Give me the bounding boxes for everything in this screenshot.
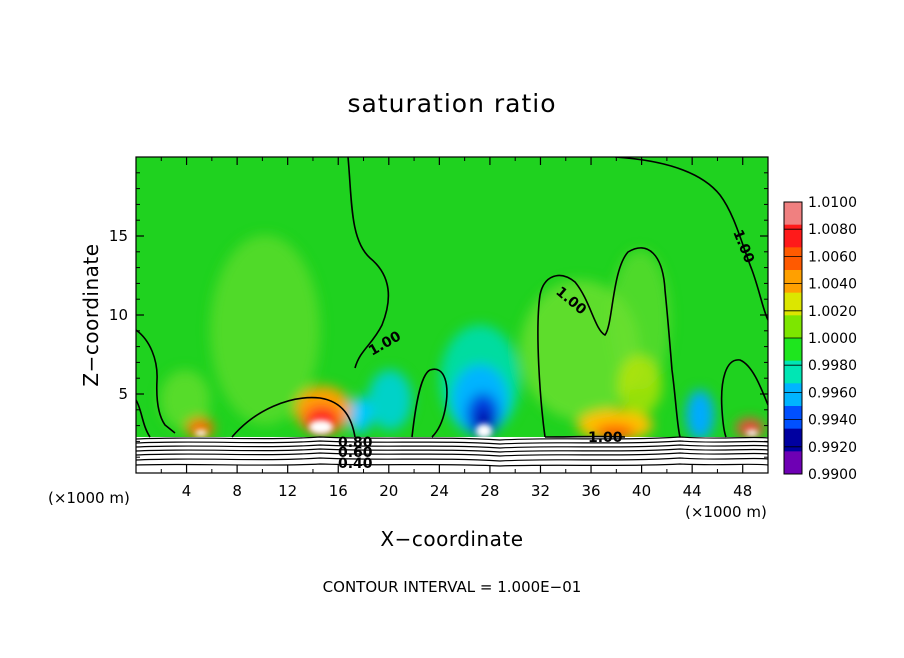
x-tick-label: 8	[232, 482, 242, 500]
x-tick-label: 4	[182, 482, 192, 500]
plot-area	[136, 157, 768, 473]
colorbar-swatch	[784, 383, 802, 406]
saturated-spot	[746, 430, 758, 436]
colorbar-label: 1.0040	[808, 277, 857, 293]
field-moist-region	[618, 355, 662, 415]
x-tick-label: 36	[581, 482, 600, 500]
colorbar-swatch	[784, 202, 802, 225]
colorbar-label: 1.0080	[808, 222, 857, 238]
colorbar-swatch	[784, 429, 802, 452]
colorbar-swatch	[784, 406, 802, 429]
colorbar-swatch	[784, 225, 802, 248]
x-tick-label: 12	[278, 482, 297, 500]
colorbar-label: 1.0020	[808, 304, 857, 320]
y-tick-label: 15	[109, 227, 128, 245]
saturated-spot	[195, 430, 207, 436]
colorbar-label: 0.9940	[808, 413, 857, 429]
saturated-spot	[309, 420, 333, 434]
colorbar-label: 1.0100	[808, 195, 857, 211]
saturated-spot	[476, 424, 492, 438]
x-tick-label: 40	[632, 482, 651, 500]
x-tick-label: 20	[379, 482, 398, 500]
colorbar-swatch	[784, 361, 802, 384]
colorbar-swatch	[784, 247, 802, 270]
colorbar: 1.0100 1.0080 1.0060 1.0040 1.0020 1.0000 0.99…	[784, 195, 857, 483]
colorbar-swatch	[784, 315, 802, 338]
x-tick-label: 16	[329, 482, 348, 500]
colorbar-label: 0.9980	[808, 358, 857, 374]
colorbar-label: 1.0060	[808, 249, 857, 265]
x-tick-label: 48	[733, 482, 752, 500]
y-tick-label: 10	[109, 306, 128, 324]
y-tick-label: 5	[118, 385, 128, 403]
colorbar-label: 0.9900	[808, 467, 857, 483]
x-axis-label: X−coordinate	[380, 527, 523, 551]
chart-title: saturation ratio	[347, 89, 556, 118]
colorbar-label: 0.9960	[808, 385, 857, 401]
footer-text: CONTOUR INTERVAL = 1.000E−01	[323, 578, 582, 596]
x-tick-label: 24	[430, 482, 449, 500]
x-unit-left: (×1000 m)	[48, 489, 130, 507]
field-dry-region	[348, 397, 372, 433]
colorbar-swatch	[784, 338, 802, 361]
colorbar-swatch	[784, 451, 802, 474]
colorbar-label: 1.0000	[808, 331, 857, 347]
x-tick-label: 32	[531, 482, 550, 500]
y-axis-label: Z−coordinate	[79, 243, 103, 386]
field-dry-region	[368, 370, 412, 430]
contour-label: 1.00	[588, 430, 623, 446]
colorbar-label: 0.9920	[808, 440, 857, 456]
colorbar-swatch	[784, 293, 802, 316]
field-dry-region	[686, 390, 714, 440]
x-tick-label: 44	[683, 482, 702, 500]
x-unit-right: (×1000 m)	[685, 503, 767, 521]
colorbar-swatch	[784, 270, 802, 293]
x-tick-label: 28	[480, 482, 499, 500]
contour-label: 0.40	[338, 456, 373, 472]
